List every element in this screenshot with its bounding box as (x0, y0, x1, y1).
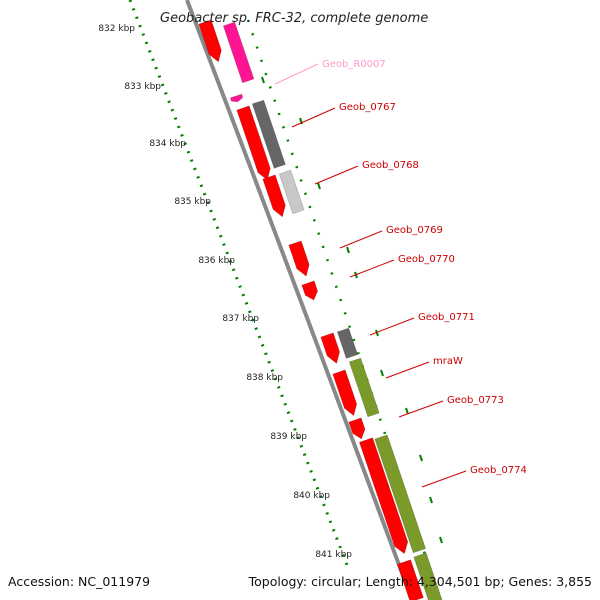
ruler-tick-label: 836 kbp (198, 256, 235, 266)
cds-block (236, 105, 271, 181)
feature-label[interactable]: Geob_R0007 (322, 59, 386, 70)
label-leader-line (291, 107, 336, 128)
ruler-tick-label: 841 kbp (315, 550, 352, 560)
map-title: Geobacter sp. FRC-32, complete genome (160, 11, 428, 26)
cds-block (320, 332, 340, 364)
cds-block (397, 559, 424, 600)
label-leader-line (314, 165, 359, 185)
ruler-tick-label: 837 kbp (222, 314, 259, 324)
label-leader-line (349, 259, 395, 278)
hit-block-olive (374, 434, 426, 554)
feature-label[interactable]: mraW (433, 356, 463, 367)
label-leader-line (274, 63, 319, 85)
label-leader-line (385, 361, 430, 379)
feature-label[interactable]: Geob_0768 (362, 160, 419, 171)
feature-labels: Geob_R0007 Geob_0767 Geob_0768 Geob_0769 Geo… (274, 59, 527, 488)
cds-block (262, 174, 286, 218)
rna-block (222, 21, 255, 84)
label-leader-line (421, 470, 467, 488)
hit-block-dark (336, 327, 358, 359)
rna-block (229, 93, 244, 103)
cds-block (332, 369, 358, 417)
hit-block-olive (413, 552, 443, 600)
ruler-tick-label: 833 kbp (124, 82, 161, 92)
cds-block (288, 240, 310, 277)
track-dash (405, 407, 409, 415)
ruler-tick-label: 839 kbp (270, 432, 307, 442)
feature-track (198, 19, 443, 600)
feature-label[interactable]: Geob_0769 (386, 225, 443, 236)
ruler-track (128, 0, 349, 566)
label-leader-line (339, 230, 383, 249)
feature-label[interactable]: Geob_0770 (398, 254, 455, 265)
hit-block-light (278, 169, 305, 215)
hit-block-olive (348, 357, 380, 418)
label-leader-line (398, 400, 444, 418)
ruler-tick-label: 840 kbp (293, 491, 330, 501)
feature-label[interactable]: Geob_0773 (447, 395, 504, 406)
chromosome-backbone (185, 0, 414, 600)
ruler-tick-label: 834 kbp (149, 139, 186, 149)
feature-label[interactable]: Geob_0774 (470, 465, 527, 476)
track-dash (380, 369, 384, 377)
ruler-tick-label: 832 kbp (98, 24, 135, 34)
track-dash (429, 496, 433, 504)
accession-text: Accession: NC_011979 (8, 574, 150, 589)
cds-block (348, 417, 366, 440)
topology-text: Topology: circular; Length: 4,304,501 bp… (248, 574, 592, 589)
track-dash (261, 76, 265, 84)
track-dash (346, 246, 350, 254)
hit-block-dark (251, 99, 286, 169)
track-dash (419, 454, 423, 462)
label-leader-line (369, 317, 415, 336)
cds-block (359, 437, 409, 555)
track-dash (317, 182, 321, 190)
ruler-tick-label: 835 kbp (174, 197, 211, 207)
feature-label[interactable]: Geob_0767 (339, 102, 396, 113)
track-dash (375, 329, 379, 337)
cds-block (198, 19, 222, 63)
feature-label[interactable]: Geob_0771 (418, 312, 475, 323)
ruler-ticks: 832 kbp 833 kbp 834 kbp 835 kbp 836 kbp 837 k… (98, 24, 352, 560)
track-dash (439, 536, 443, 544)
ruler-tick-label: 838 kbp (246, 373, 283, 383)
cds-block (301, 280, 318, 301)
